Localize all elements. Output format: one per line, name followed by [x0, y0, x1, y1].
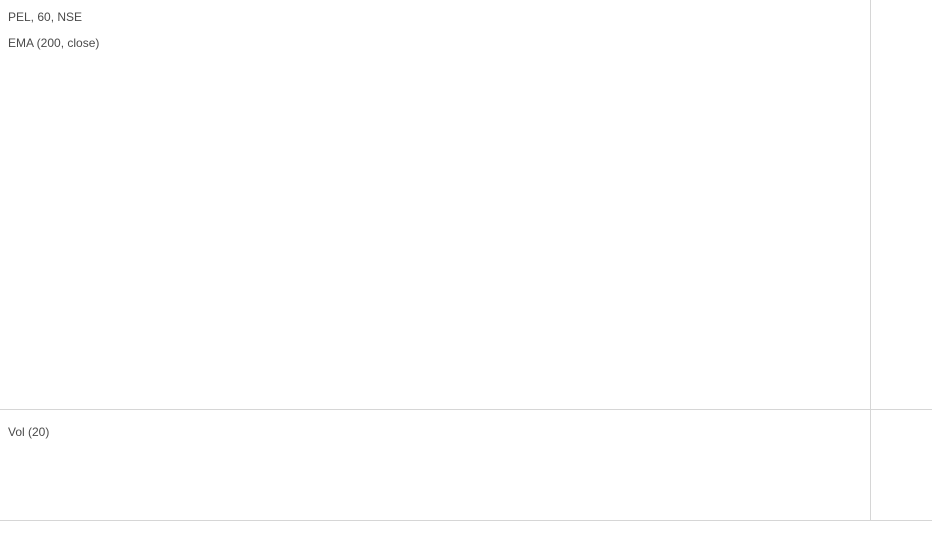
volume-legend: Vol (20) [8, 425, 49, 439]
symbol-legend: PEL, 60, NSE [8, 10, 82, 24]
ema-legend: EMA (200, close) [8, 36, 99, 50]
